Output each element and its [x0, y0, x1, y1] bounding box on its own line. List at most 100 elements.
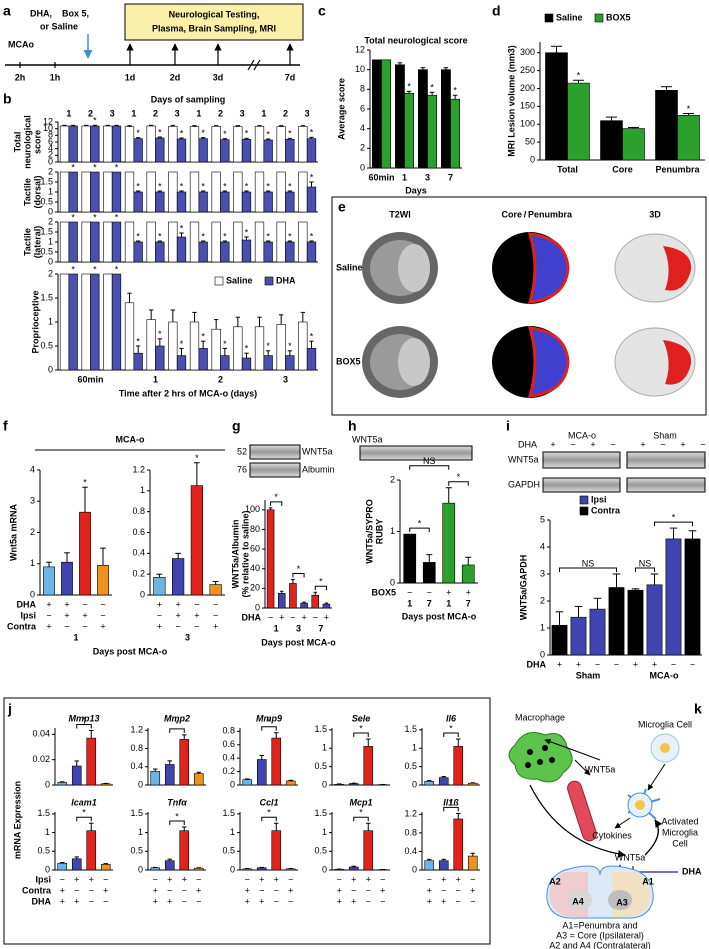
condition-sign: + [153, 885, 158, 895]
condition-sign: − [100, 610, 105, 620]
y-tick-label: 4 [48, 143, 53, 153]
mri-image [398, 244, 430, 292]
condition-sign: − [64, 621, 69, 631]
bar [176, 138, 187, 163]
render-3d [663, 340, 692, 385]
bar [176, 191, 187, 213]
y-tick-label: 1.2 [130, 725, 143, 735]
bracket-label: * [267, 717, 271, 727]
blot-sign: − [570, 439, 575, 449]
condition-sign: + [196, 885, 201, 895]
y-tick-label: 1 [48, 316, 53, 326]
category-label: 2 [218, 108, 223, 118]
bracket [409, 465, 450, 470]
bar [404, 92, 414, 169]
y-tick-label: 0.8 [222, 726, 235, 736]
significance: * [115, 264, 119, 274]
bar [176, 236, 187, 263]
time-label: 2h [15, 72, 26, 82]
blot-row-label: DHA [518, 439, 537, 449]
bar [300, 602, 308, 609]
condition-sign: + [301, 612, 306, 622]
bar [467, 782, 478, 786]
legend-label: Saline [226, 275, 253, 285]
category-label: 60min [368, 172, 394, 182]
significance: * [158, 231, 162, 241]
significance: * [266, 129, 270, 139]
bar [86, 830, 97, 871]
significance: * [115, 162, 119, 172]
bar [263, 241, 273, 263]
y-axis-label: WNT5a/SYPRO [364, 499, 374, 564]
y-tick-label: 2 [30, 527, 35, 537]
condition-sign: − [60, 874, 65, 884]
column-title: Core [501, 209, 522, 219]
panel-label: i [506, 418, 510, 434]
bar [146, 319, 156, 371]
bar [189, 321, 200, 371]
y-axis-label: Wnt5a mRNA [8, 504, 18, 562]
timeline-box [124, 3, 304, 41]
bracket [559, 567, 617, 572]
bar [220, 241, 230, 263]
bracket [654, 521, 693, 527]
bar [193, 773, 204, 786]
bar [276, 221, 286, 263]
bar [59, 273, 70, 371]
bracket-label: * [175, 811, 179, 821]
condition-label: Ipsi [35, 874, 51, 884]
group-label: 1 [274, 623, 279, 633]
category-label: 2 [153, 108, 158, 118]
bar [155, 345, 165, 371]
y-tick-label: 200 [520, 83, 535, 93]
bar [545, 52, 568, 161]
category-label: 3 [425, 172, 430, 182]
bracket [353, 732, 369, 738]
blot [249, 462, 301, 478]
chart-title: Il6 [446, 713, 457, 723]
condition-sign: + [167, 896, 172, 906]
bar [438, 860, 449, 871]
y-tick-label: 0 [322, 779, 327, 789]
event-label: MCAo [8, 39, 34, 49]
y-tick-label: 3 [540, 568, 545, 578]
condition-sign: − [407, 587, 412, 597]
time-label: 1d [125, 72, 136, 82]
significance: * [180, 181, 184, 191]
group-label: 3 [296, 623, 301, 633]
condition-sign: + [175, 599, 180, 609]
significance: * [93, 162, 97, 172]
condition-sign: − [175, 621, 180, 631]
bar [193, 867, 204, 871]
bar [256, 867, 267, 871]
bracket-label: NS [639, 558, 652, 568]
legend-swatch [579, 506, 589, 516]
condition-label: DHA [32, 896, 52, 906]
condition-label: DHA [242, 612, 262, 622]
y-tick-label: 4 [360, 123, 365, 133]
bar [403, 533, 417, 584]
bar [263, 191, 273, 213]
panel-label: g [232, 418, 241, 434]
condition-sign: − [427, 587, 432, 597]
bracket-label: * [359, 723, 363, 733]
legend-label: Ipsi [591, 494, 607, 504]
significance: * [310, 332, 314, 342]
condition-sign: − [671, 659, 676, 669]
condition-sign: − [259, 885, 264, 895]
condition-label: Contra [7, 621, 37, 631]
condition-sign: + [64, 610, 69, 620]
row-label: Saline [336, 262, 363, 272]
panel-label: a [3, 3, 11, 19]
y-tick-label: 0.5 [222, 846, 235, 856]
bar [133, 241, 143, 263]
group-label: 1 [73, 632, 78, 642]
significance: * [201, 128, 205, 138]
bracket-label: * [82, 808, 86, 818]
bar [424, 860, 435, 871]
bar [43, 566, 55, 596]
bar [276, 324, 286, 371]
bar [233, 326, 243, 371]
y-tick-label: 0 [45, 779, 50, 789]
